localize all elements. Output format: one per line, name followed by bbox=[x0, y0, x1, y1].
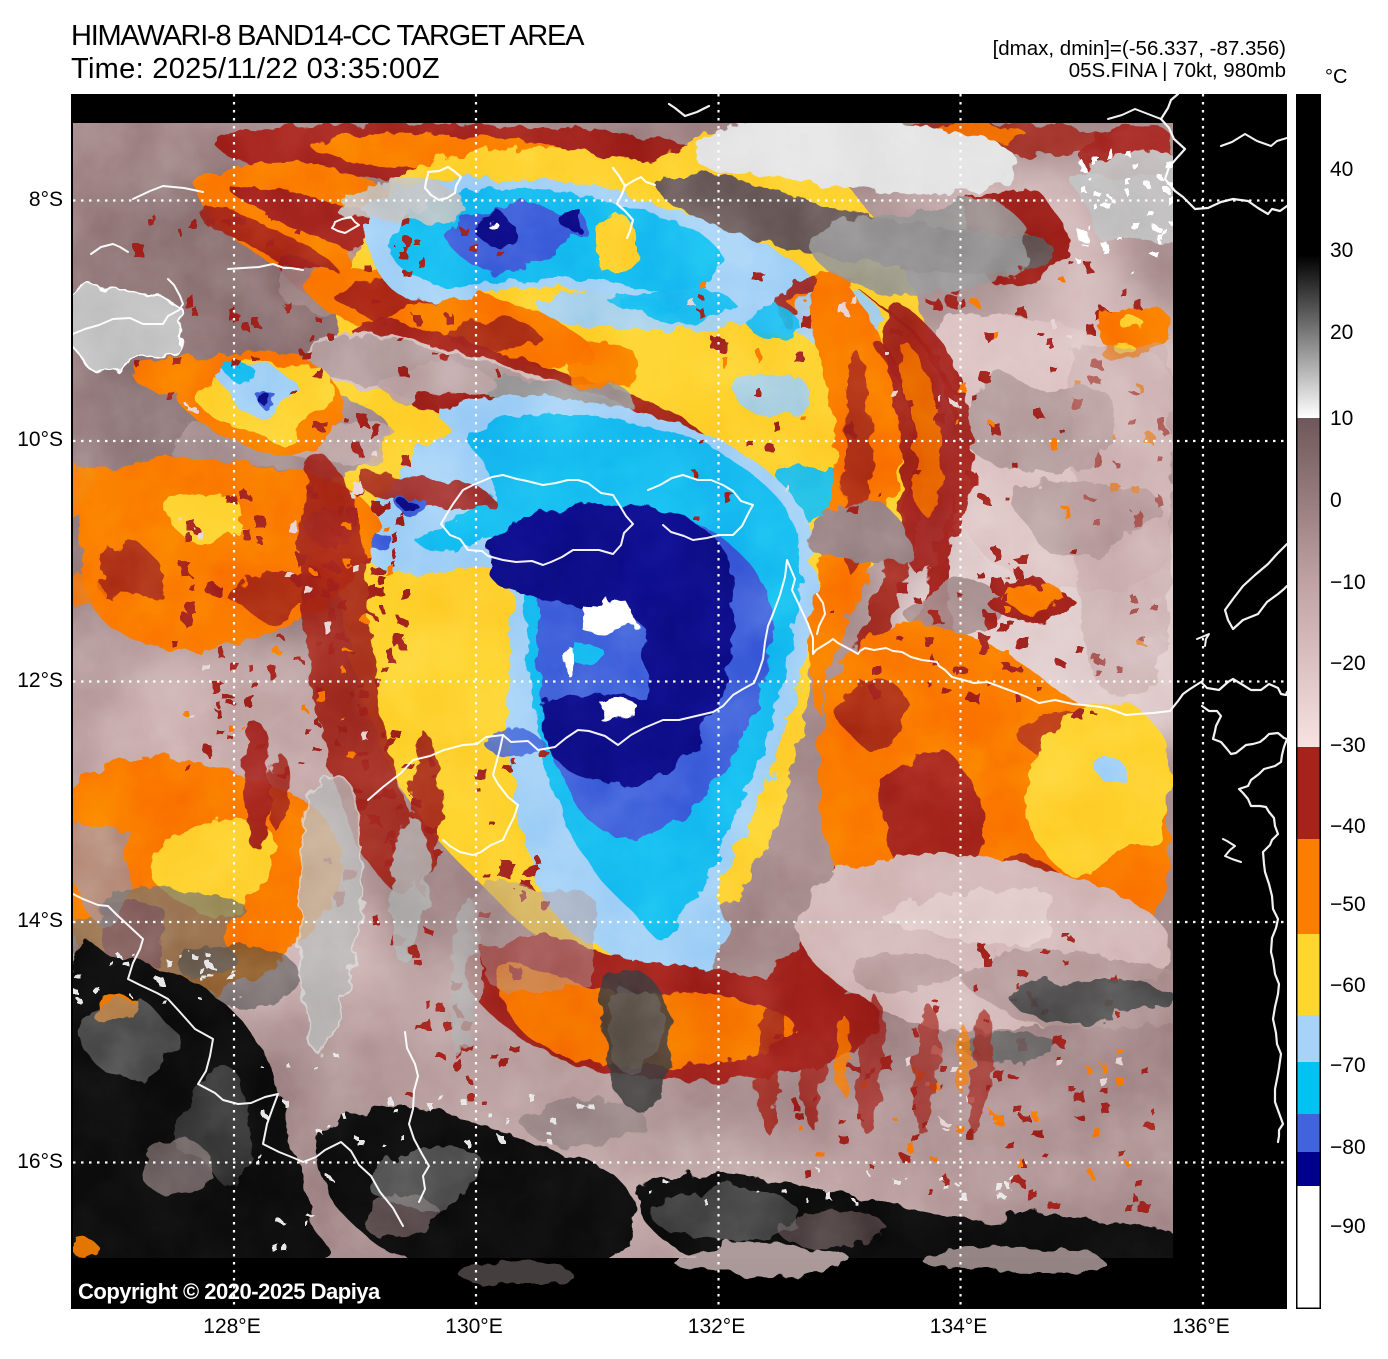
svg-text:Copyright © 2020-2025 Dapiya: Copyright © 2020-2025 Dapiya bbox=[78, 1279, 381, 1304]
